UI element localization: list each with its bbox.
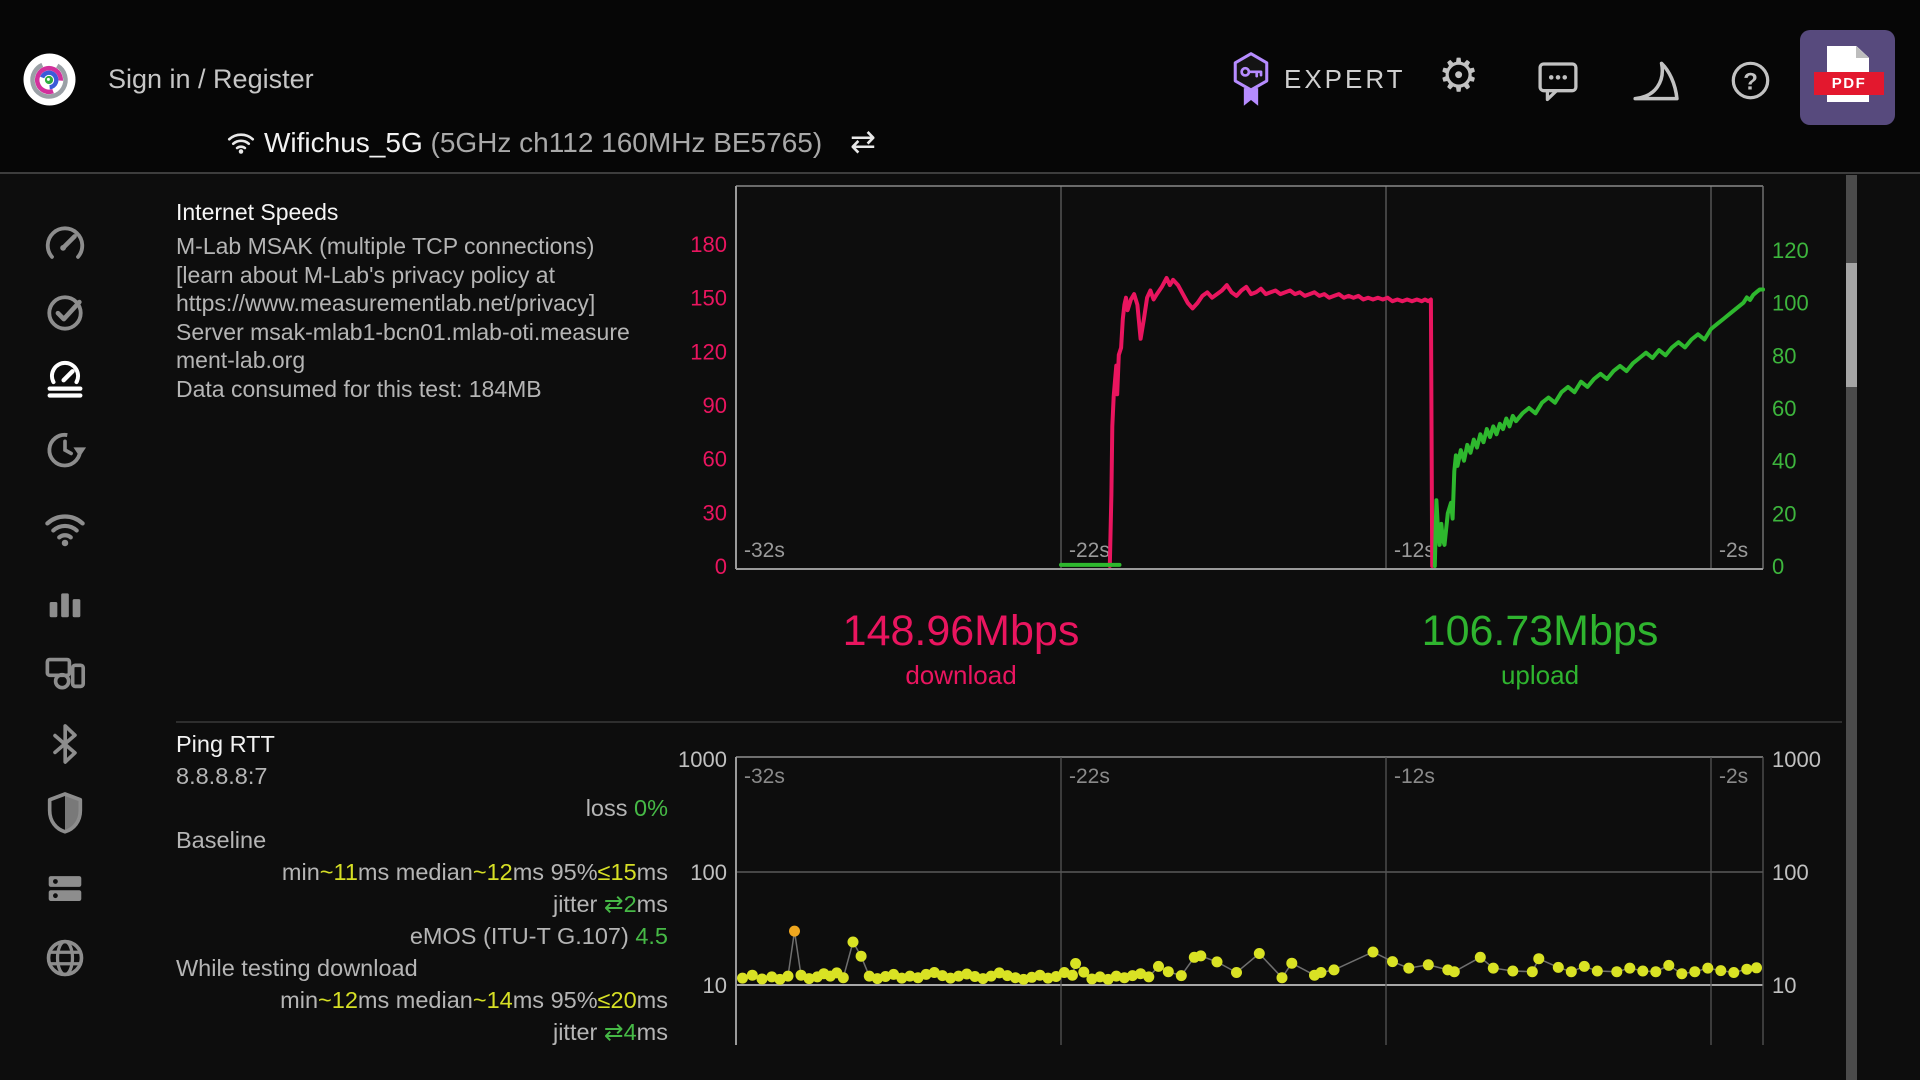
sidebar-item-history[interactable]: [42, 427, 88, 473]
stat-line: While testing download: [176, 955, 418, 981]
devices-icon: [45, 657, 86, 690]
download-speed-value: 148.96Mbps: [842, 607, 1080, 655]
stat-line: min~12ms median~14ms 95%≤20ms: [280, 987, 668, 1013]
servers-icon: [48, 876, 82, 902]
header-divider: [0, 172, 1920, 174]
speedometer-icon: [45, 226, 85, 259]
info-line: Data consumed for this test: 184MB: [176, 375, 542, 402]
detailed-speed-test-icon: [47, 360, 83, 398]
info-line: Server msak-mlab1-bcn01.mlab-oti.measure: [176, 318, 630, 345]
help-button[interactable]: ?: [1729, 59, 1772, 102]
info-line: ment-lab.org: [176, 347, 306, 373]
upload-result: 106.73Mbps upload: [1422, 607, 1659, 691]
sidebar-item-security[interactable]: [42, 789, 88, 835]
download-result: 148.96Mbps download: [843, 607, 1080, 691]
shield-icon: [47, 792, 83, 834]
export-pdf-button[interactable]: PDF: [1800, 30, 1895, 125]
pdf-banner-label: PDF: [1814, 72, 1884, 95]
internet-speeds-info: Internet Speeds M-Lab MSAK (multiple TCP…: [176, 199, 776, 403]
stat-line: min~11ms median~12ms 95%≤15ms: [281, 859, 668, 885]
sidebar-item-detailed-test[interactable]: [42, 356, 88, 402]
question-mark-icon: ?: [1731, 61, 1770, 100]
sidebar-item-quick-check[interactable]: [42, 289, 88, 335]
ping-rtt-stats: Ping RTT 8.8.8.8:7 loss 0% Baseline min~11ms…: [176, 728, 668, 1048]
switch-network-icon[interactable]: ⇄: [850, 124, 876, 159]
expert-label: EXPERT: [1284, 64, 1406, 94]
globe-icon: [46, 939, 84, 977]
info-line: [learn about M-Lab's privacy policy at: [176, 261, 555, 288]
bar-chart-icon: [49, 593, 81, 618]
expert-badge[interactable]: [1230, 50, 1272, 108]
network-selector[interactable]: Wifichus_5G (5GHz ch112 160MHz BE5765): [264, 127, 822, 159]
info-line: https://www.measurementlab.net/privacy]: [176, 290, 596, 316]
sidebar-item-servers[interactable]: [42, 865, 88, 911]
stat-line: 8.8.8.8:7: [176, 763, 268, 789]
wifi-icon: [45, 514, 85, 547]
sidebar-item-web[interactable]: [42, 935, 88, 981]
sidebar-item-wifi-scan[interactable]: [42, 505, 88, 551]
stat-line: jitter ⇄2ms: [552, 891, 668, 917]
sidebar-item-bluetooth[interactable]: [42, 721, 88, 767]
wifi-ssid: Wifichus_5G: [264, 127, 423, 158]
sidebar-item-speed-test[interactable]: [42, 222, 88, 268]
info-line: M-Lab MSAK (multiple TCP connections): [176, 233, 595, 259]
scrollbar-thumb[interactable]: [1846, 263, 1857, 387]
bluetooth-icon: [53, 724, 77, 764]
feedback-button[interactable]: [1536, 60, 1580, 102]
stat-line: eMOS (ITU-T G.107) 4.5: [409, 923, 668, 949]
test-description: M-Lab MSAK (multiple TCP connections) [le…: [176, 232, 776, 403]
upload-label: upload: [1500, 660, 1580, 690]
stat-line: Baseline: [176, 827, 267, 853]
stat-line: jitter ⇄4ms: [552, 1019, 668, 1045]
chat-bubble-icon: [1538, 62, 1578, 102]
section-divider: [176, 721, 1842, 723]
wifi-details: (5GHz ch112 160MHz BE5765): [422, 127, 823, 158]
settings-button[interactable]: ⚙: [1438, 52, 1479, 98]
wifi-icon: [226, 129, 256, 160]
gear-icon: ⚙: [1438, 49, 1480, 101]
expert-badge-icon: [1233, 52, 1269, 106]
svg-text:?: ?: [1743, 68, 1758, 95]
upload-speed-value: 106.73Mbps: [1421, 607, 1659, 655]
scrollbar-track[interactable]: [1846, 175, 1857, 1080]
sidebar-item-statistics[interactable]: [42, 578, 88, 624]
shark-fin-icon: [1633, 61, 1679, 101]
download-label: download: [905, 660, 1017, 690]
check-circle-icon: [47, 295, 83, 331]
stat-line: loss 0%: [585, 795, 668, 821]
app-logo[interactable]: [22, 52, 77, 107]
stat-line: Ping RTT: [176, 731, 275, 757]
packet-capture-button[interactable]: [1630, 56, 1684, 106]
section-title-internet-speeds: Internet Speeds: [176, 199, 339, 225]
sign-in-register-link[interactable]: Sign in / Register: [108, 64, 314, 94]
history-icon: [47, 432, 87, 468]
sidebar-item-devices[interactable]: [42, 649, 88, 695]
analiti-logo-icon: [23, 53, 76, 106]
